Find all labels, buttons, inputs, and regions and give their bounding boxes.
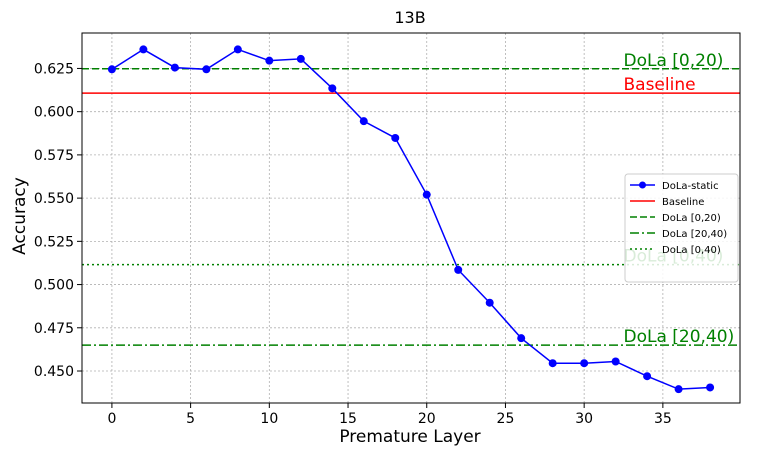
data-point [517, 334, 526, 343]
reference-lines [82, 68, 740, 346]
data-point [139, 45, 148, 54]
data-point [454, 265, 463, 274]
data-point [328, 84, 337, 93]
x-tick-label: 15 [339, 411, 357, 427]
data-point [422, 190, 431, 199]
data-point [202, 65, 211, 74]
data-point [674, 385, 683, 394]
reference-line-label: DoLa [20,40) [624, 327, 735, 347]
x-axis-title: Premature Layer [339, 427, 480, 447]
x-tick-label: 35 [654, 411, 672, 427]
data-point [485, 298, 494, 307]
y-tick-label: 0.525 [34, 234, 74, 250]
data-point [548, 359, 557, 368]
data-point [643, 372, 652, 381]
series-line [111, 48, 711, 390]
data-point [611, 357, 620, 366]
y-tick-label: 0.500 [34, 278, 74, 294]
legend-marker [639, 181, 646, 189]
data-point [170, 63, 179, 72]
data-point [265, 56, 274, 65]
legend-label: DoLa [0,40) [662, 245, 721, 256]
x-tick-label: 25 [497, 411, 515, 427]
x-tick-label: 5 [186, 411, 195, 427]
legend-label: DoLa-static [662, 181, 719, 192]
data-point [233, 45, 242, 54]
x-tick-label: 30 [575, 411, 593, 427]
legend-label: Baseline [662, 197, 704, 208]
x-axis-ticks: 0 5 10 15 20 25 30 35 [107, 403, 672, 427]
data-point [296, 54, 305, 63]
y-tick-label: 0.600 [34, 105, 74, 121]
y-tick-label: 0.575 [34, 148, 74, 164]
legend-label: DoLa [0,20) [662, 213, 721, 224]
y-tick-label: 0.625 [34, 61, 74, 77]
data-point [580, 359, 589, 368]
x-tick-label: 20 [418, 411, 436, 427]
data-series [107, 45, 715, 394]
data-point [107, 65, 116, 74]
data-point [359, 117, 368, 126]
chart-title: 13B [394, 8, 425, 27]
data-point [391, 133, 400, 142]
legend: DoLa-static Baseline DoLa [0,20) DoLa [20,4… [624, 173, 739, 283]
x-tick-label: 10 [260, 411, 278, 427]
reference-line-label: DoLa [0,20) [624, 51, 724, 71]
data-point [706, 383, 715, 392]
y-tick-label: 0.550 [34, 191, 74, 207]
x-tick-label: 0 [107, 411, 116, 427]
y-tick-label: 0.450 [34, 364, 74, 380]
plot-area-frame [81, 32, 741, 404]
y-axis-title: Accuracy [10, 177, 30, 255]
y-tick-label: 0.475 [34, 321, 74, 337]
legend-label: DoLa [20,40) [662, 229, 727, 240]
reference-line-label: Baseline [624, 75, 696, 95]
y-axis-ticks: 0.450 0.475 0.500 0.525 0.550 0.575 0.600 0.625 [34, 61, 82, 380]
